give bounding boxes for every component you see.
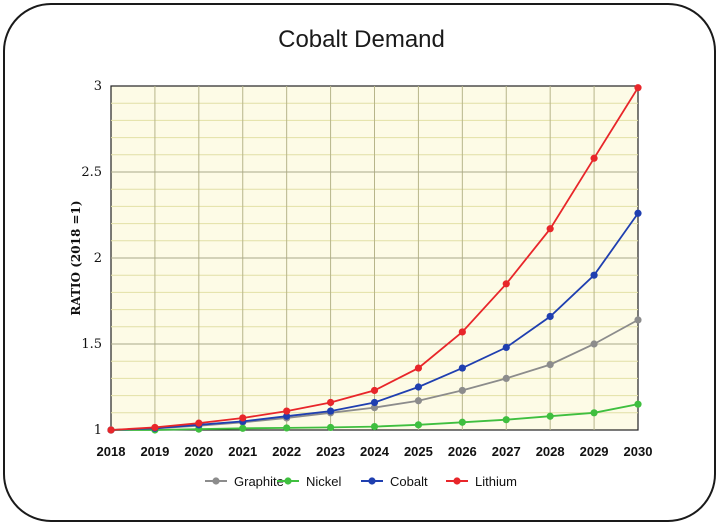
axes: 1 1.5 2 2.5 3 2018 2019 2020 2021 2022 2023 2024 202…: [81, 79, 652, 459]
cobalt-point: [414, 383, 423, 391]
x-tick-label: 2021: [228, 444, 257, 459]
nickel-legend-marker: [284, 477, 292, 485]
x-tick-label: 2025: [404, 444, 433, 459]
x-tick-label: 2030: [624, 444, 653, 459]
gridlines: [111, 86, 638, 430]
nickel-point: [546, 412, 554, 420]
cobalt-point: [590, 271, 598, 279]
cobalt-point: [326, 407, 335, 415]
chart-title: Cobalt Demand: [278, 26, 445, 53]
x-tick-label: 2018: [97, 444, 126, 459]
legend: Graphite Nickel Cobalt Lithium: [205, 474, 517, 489]
x-tick-label: 2028: [536, 444, 565, 459]
lithium-point: [546, 225, 554, 233]
lithium-point: [458, 328, 466, 336]
nickel-point: [458, 418, 466, 426]
cobalt-legend-label: Cobalt: [390, 474, 428, 489]
cobalt-point: [458, 364, 466, 372]
lithium-point: [590, 154, 598, 162]
nickel-point: [590, 409, 598, 417]
x-tick-label: 2022: [272, 444, 301, 459]
cobalt-point: [370, 398, 379, 407]
lithium-point: [107, 426, 115, 434]
nickel-point: [370, 422, 379, 431]
x-tick-label: 2026: [448, 444, 477, 459]
lithium-point: [326, 398, 335, 407]
lithium-legend-marker: [453, 477, 461, 485]
cobalt-point: [546, 312, 554, 321]
lithium-point: [239, 414, 247, 422]
x-tick-label: 2027: [492, 444, 521, 459]
graphite-point: [502, 374, 510, 382]
lithium-legend-label: Lithium: [475, 474, 517, 489]
x-tick-label: 2020: [184, 444, 213, 459]
x-tick-label: 2029: [580, 444, 609, 459]
x-tick-label: 2024: [360, 444, 390, 459]
nickel-point: [634, 400, 642, 408]
cobalt-legend-marker: [368, 477, 376, 485]
y-tick-label: 3: [94, 79, 102, 94]
graphite-point: [458, 386, 466, 395]
lithium-point: [151, 423, 159, 432]
cobalt-point: [502, 343, 510, 352]
nickel-point: [502, 416, 510, 424]
lithium-point: [283, 407, 291, 415]
lithium-point: [370, 386, 379, 395]
y-tick-label: 2.5: [81, 165, 102, 180]
lithium-point: [195, 419, 203, 427]
x-tick-label: 2019: [140, 444, 169, 459]
series-lines: [107, 84, 642, 434]
nickel-point: [326, 423, 335, 432]
y-tick-label: 2: [94, 251, 102, 266]
y-axis-label: RATIO (2018 =1): [69, 200, 83, 315]
nickel-point: [283, 424, 291, 432]
nickel-point: [239, 424, 247, 432]
cobalt-point: [283, 412, 291, 420]
x-tick-label: 2023: [316, 444, 345, 459]
graphite-legend-marker: [212, 477, 220, 485]
lithium-point: [502, 280, 510, 288]
cobalt-point: [634, 209, 642, 217]
lithium-point: [414, 364, 423, 372]
y-tick-label: 1: [94, 423, 102, 438]
graphite-legend-label: Graphite: [234, 474, 284, 489]
graphite-point: [370, 404, 379, 412]
y-tick-label: 1.5: [81, 337, 102, 352]
graphite-point: [414, 397, 423, 405]
lithium-point: [634, 84, 642, 92]
graphite-point: [590, 340, 598, 348]
graphite-point: [546, 361, 554, 369]
graphite-point: [634, 316, 642, 324]
nickel-point: [414, 421, 423, 429]
nickel-legend-label: Nickel: [306, 474, 342, 489]
